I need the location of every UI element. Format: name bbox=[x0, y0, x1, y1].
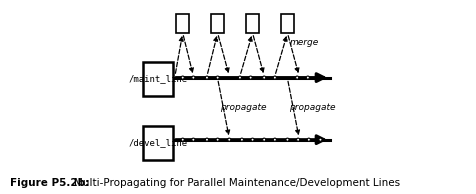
Circle shape bbox=[206, 76, 208, 79]
Text: Figure P5.2b:: Figure P5.2b: bbox=[10, 178, 89, 188]
Circle shape bbox=[216, 138, 219, 141]
Text: /devel_line: /devel_line bbox=[129, 139, 188, 148]
Circle shape bbox=[297, 138, 300, 141]
Circle shape bbox=[263, 138, 266, 141]
Circle shape bbox=[286, 138, 289, 141]
Circle shape bbox=[307, 138, 310, 141]
Circle shape bbox=[192, 138, 195, 141]
Circle shape bbox=[240, 138, 243, 141]
Bar bbox=[177, 14, 189, 33]
Circle shape bbox=[319, 138, 322, 141]
Circle shape bbox=[192, 76, 195, 79]
Circle shape bbox=[306, 76, 309, 79]
Circle shape bbox=[238, 76, 241, 79]
Bar bbox=[246, 14, 259, 33]
Circle shape bbox=[206, 138, 208, 141]
Circle shape bbox=[249, 76, 252, 79]
Circle shape bbox=[296, 76, 299, 79]
Circle shape bbox=[273, 138, 277, 141]
Text: merge: merge bbox=[289, 38, 318, 47]
Bar bbox=[143, 126, 173, 160]
Text: /maint_line: /maint_line bbox=[129, 74, 188, 84]
Circle shape bbox=[181, 76, 184, 79]
Circle shape bbox=[181, 138, 184, 141]
Circle shape bbox=[228, 138, 231, 141]
Circle shape bbox=[273, 76, 277, 79]
Circle shape bbox=[251, 138, 254, 141]
Text: Multi-Propagating for Parallel Maintenance/Development Lines: Multi-Propagating for Parallel Maintenan… bbox=[74, 178, 400, 188]
Circle shape bbox=[263, 76, 266, 79]
Circle shape bbox=[216, 76, 219, 79]
Bar bbox=[211, 14, 224, 33]
Bar bbox=[143, 62, 173, 96]
Text: propagate: propagate bbox=[289, 103, 336, 112]
Bar bbox=[281, 14, 294, 33]
Text: propagate: propagate bbox=[219, 103, 266, 112]
